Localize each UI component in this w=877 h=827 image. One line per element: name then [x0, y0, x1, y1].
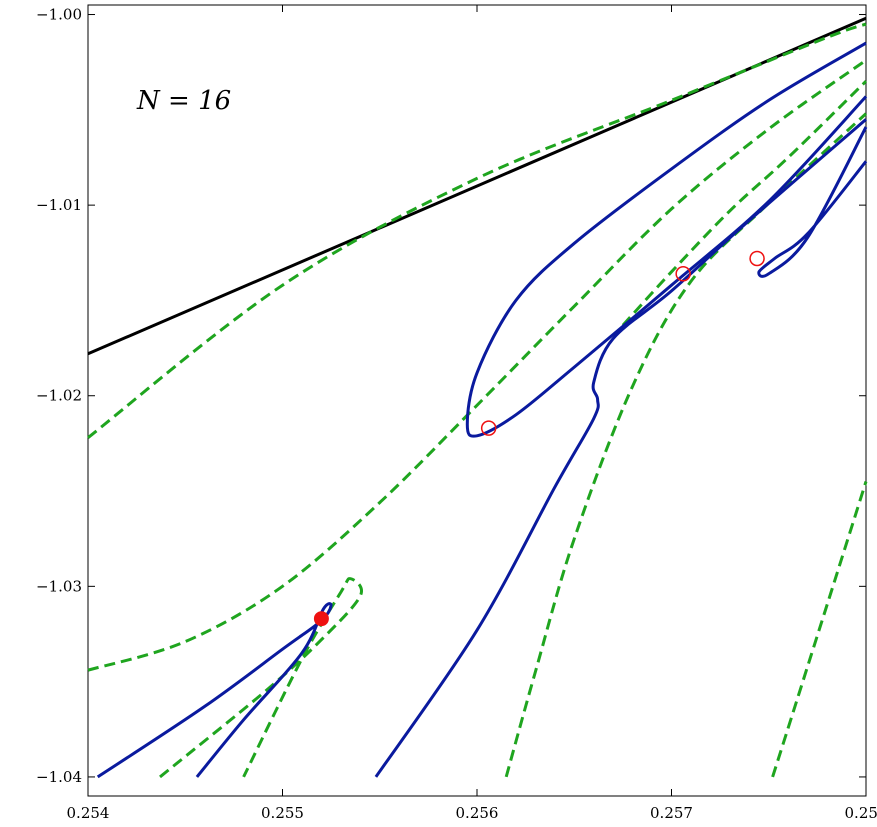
plot-frame	[87, 4, 867, 797]
x-tick-label: 0.256	[456, 804, 499, 822]
blue-series-line	[374, 118, 867, 778]
green-dashed-series-line	[87, 59, 867, 672]
x-tick-label: 0.255	[261, 804, 304, 822]
y-tick-label: −1.04	[36, 768, 82, 786]
blue-series-line	[96, 602, 333, 779]
open-point-marker	[480, 420, 497, 436]
y-tick-label: −1.02	[36, 387, 82, 405]
x-tick-label: 0.257	[650, 804, 693, 822]
y-tick-label: −1.00	[36, 6, 82, 24]
x-tick-label: 0.258	[845, 804, 877, 822]
green-dashed-series-line	[87, 22, 867, 439]
open-point-marker	[675, 265, 691, 282]
x-tick-label: 0.254	[67, 804, 110, 822]
green-dashed-series-line	[621, 80, 868, 327]
y-tick-label: −1.01	[36, 196, 82, 214]
chart-annotation: N = 16	[136, 86, 231, 116]
filled-point-marker	[313, 611, 329, 627]
green-dashed-series-line	[771, 481, 868, 778]
blue-series-line	[757, 126, 868, 278]
green-dashed-series-line	[504, 112, 868, 778]
y-tick-label: −1.03	[36, 577, 82, 595]
open-point-marker	[749, 250, 765, 267]
black-series-line	[87, 16, 867, 356]
blue-series-line	[465, 41, 868, 438]
